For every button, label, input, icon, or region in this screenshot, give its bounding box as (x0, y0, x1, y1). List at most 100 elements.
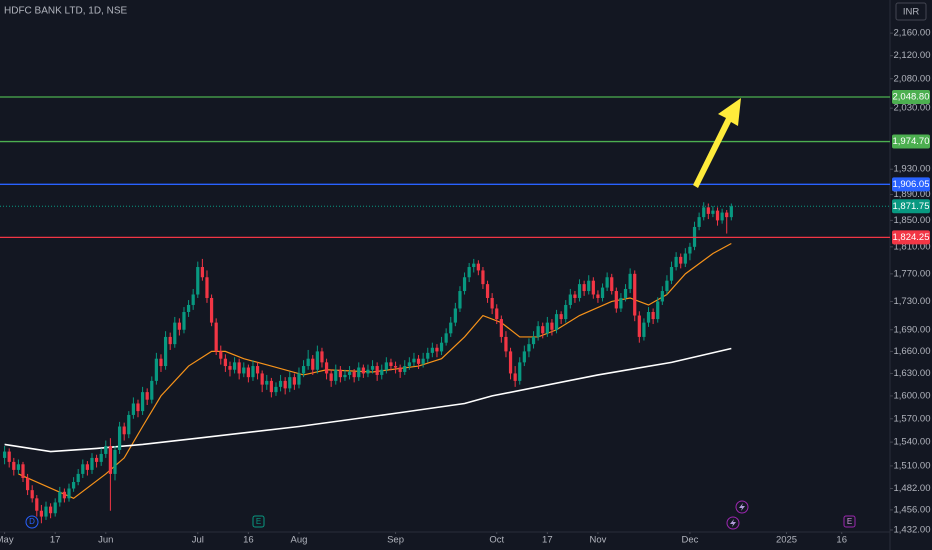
candle-body (725, 212, 729, 218)
candle-body (67, 488, 71, 499)
candle-body (587, 280, 591, 292)
candle-body (389, 362, 393, 367)
candle-body (30, 490, 34, 499)
candle-body (403, 366, 407, 372)
x-tick-label: Oct (489, 535, 504, 546)
x-tick-label: Jun (98, 535, 113, 546)
candle-body (646, 311, 651, 323)
candle-body (288, 377, 292, 389)
candle-body (623, 288, 628, 298)
candle-body (140, 392, 145, 412)
candle-body (476, 263, 480, 271)
dividend-marker[interactable] (735, 500, 749, 514)
candle-body (265, 380, 269, 385)
y-tick-label: 1,456.00 (894, 504, 931, 515)
price-level-badge (892, 134, 930, 149)
price-level-badge (892, 90, 930, 105)
candle-body (242, 367, 246, 374)
x-tick-label: May (0, 535, 14, 546)
candle-body (619, 297, 623, 309)
candle-body (292, 377, 296, 385)
candle-body (637, 315, 641, 337)
event-marker[interactable] (25, 515, 39, 529)
y-tick-label: 1,810.00 (894, 241, 931, 252)
candle-body (58, 491, 62, 503)
candle-body (527, 344, 531, 352)
candle-body (720, 212, 724, 221)
x-tick-label: Jul (192, 535, 204, 546)
candle-body (485, 284, 490, 298)
dividend-marker[interactable] (726, 516, 740, 530)
y-tick-label: 1,850.00 (894, 215, 931, 226)
y-tick-label: 1,540.00 (894, 437, 931, 448)
candle-body (352, 371, 356, 378)
candle-body (16, 464, 21, 470)
candle-body (182, 311, 186, 330)
candle-body (320, 351, 324, 363)
candle-body (628, 273, 632, 289)
candle-body (186, 304, 191, 312)
candle-body (669, 267, 674, 281)
candle-body (338, 369, 342, 378)
candle-body (416, 358, 421, 364)
candle-body (237, 362, 241, 374)
candle-body (361, 367, 365, 374)
y-tick-label: 1,890.00 (894, 189, 931, 200)
chart-title: HDFC BANK LTD, 1D, NSE (4, 6, 127, 17)
y-tick-label: 1,930.00 (894, 164, 931, 175)
candle-body (605, 277, 609, 288)
x-tick-label: 17 (542, 535, 553, 546)
candle-body (508, 351, 513, 374)
price-level-badge (892, 199, 930, 214)
candle-body (246, 367, 250, 378)
event-label: E (256, 517, 261, 526)
candle-body (274, 386, 278, 393)
candle-body (426, 352, 430, 359)
candle-body (251, 366, 255, 378)
candle-body (522, 351, 526, 363)
candle-body (430, 347, 434, 353)
y-tick-label: 2,160.00 (894, 28, 931, 39)
candle-body (660, 291, 664, 302)
x-tick-label: 17 (50, 535, 61, 546)
candle-body (600, 287, 605, 298)
y-tick-label: 2,080.00 (894, 73, 931, 84)
candle-body (568, 294, 572, 305)
candle-body (559, 314, 563, 320)
candle-body (449, 322, 453, 334)
candle-body (679, 256, 683, 264)
candle-body (48, 506, 53, 514)
candle-body (168, 336, 172, 345)
candle-body (44, 506, 48, 517)
x-tick-label: Aug (291, 535, 308, 546)
candle-body (582, 284, 586, 292)
event-label: E (847, 517, 852, 526)
candle-body (122, 426, 126, 435)
event-marker[interactable] (843, 515, 856, 528)
x-tick-label: Sep (387, 535, 404, 546)
candle-body (458, 291, 462, 309)
candle-body (53, 502, 57, 514)
candle-body (665, 280, 669, 292)
currency-box[interactable] (895, 2, 927, 21)
candle-body (173, 322, 177, 345)
candle-body (656, 301, 660, 320)
candle-body (412, 358, 416, 363)
candle-body (163, 336, 168, 367)
candle-body (154, 358, 158, 381)
candle-body (564, 304, 568, 320)
price-level-label: 1,824.25 (893, 232, 930, 243)
candle-body (531, 336, 536, 345)
candle-body (12, 461, 16, 470)
candle-body (711, 210, 715, 214)
candle-body (311, 358, 315, 370)
price-level-label: 1,871.75 (893, 201, 930, 212)
candle-body (269, 380, 273, 393)
candle-body (297, 373, 301, 385)
candle-body (159, 358, 163, 367)
candle-body (688, 246, 692, 254)
y-tick-label: 2,030.00 (894, 103, 931, 114)
event-marker[interactable] (252, 515, 265, 528)
candle-body (200, 267, 204, 278)
